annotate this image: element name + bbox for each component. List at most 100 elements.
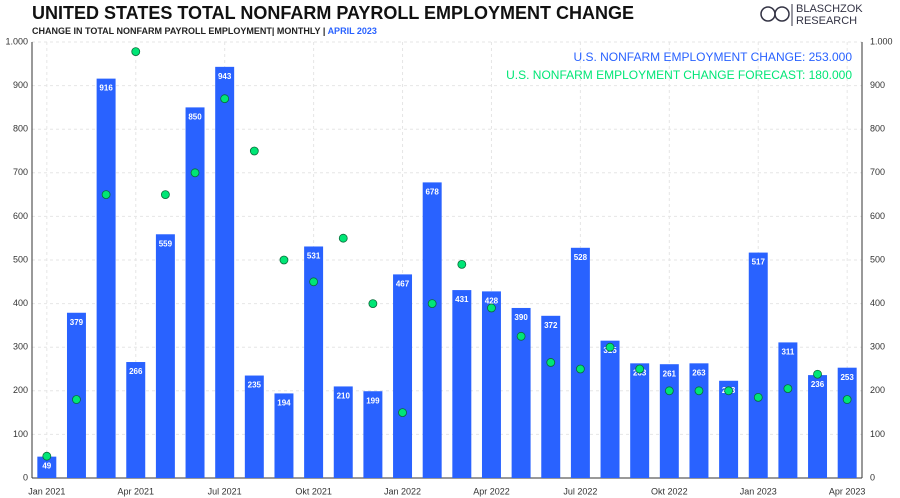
bar [748,252,768,478]
y-tick-label: 1.000 [5,36,28,46]
data-label: 311 [781,348,794,357]
bar [363,391,383,478]
bar [837,367,857,478]
forecast-dot [72,395,81,404]
bar [126,362,146,478]
bar [659,364,679,478]
forecast-dot [635,364,645,374]
data-label: 916 [99,84,113,93]
data-label: 236 [811,380,825,389]
forecast-dot [368,299,378,309]
y2-tick-label: 300 [870,342,885,352]
data-label: 49 [42,462,51,471]
x-tick-label: Jul 2021 [208,486,242,496]
bar [274,393,294,478]
y2-tick-label: 200 [870,385,885,395]
forecast-dot [516,331,526,341]
y-tick-label: 0 [23,472,28,482]
y2-tick-label: 500 [870,254,885,264]
y2-tick-label: 800 [870,124,885,134]
subtitle-text: CHANGE IN TOTAL NONFARM PAYROLL EMPLOYME… [32,26,325,36]
annotation: U.S. NONFARM EMPLOYMENT CHANGE FORECAST:… [506,68,852,82]
bar [541,315,561,478]
bar [393,274,413,478]
data-label: 559 [159,239,173,248]
forecast-dot [783,384,793,394]
x-tick-label: Apr 2022 [473,486,510,496]
forecast-dot [338,233,348,243]
forecast-dot [664,386,674,396]
data-label: 431 [455,295,469,304]
data-label: 235 [248,381,262,390]
data-label: 199 [366,396,380,405]
bar [630,363,650,478]
data-label: 210 [337,392,351,401]
annotation: U.S. NONFARM EMPLOYMENT CHANGE: 253.000 [573,50,852,64]
x-tick-label: Jan 2023 [740,486,777,496]
y2-tick-label: 900 [870,80,885,90]
x-tick-label: Jan 2022 [384,486,421,496]
y-tick-label: 200 [13,385,28,395]
forecast-dot [220,94,230,104]
bar [689,363,709,478]
data-label: 266 [129,367,143,376]
bar [570,247,590,478]
data-label: 261 [663,369,677,378]
logo-text: BLASCHZOK [796,3,863,15]
y-tick-label: 800 [13,124,28,134]
forecast-dot [575,364,585,374]
y-tick-label: 100 [13,429,28,439]
data-label: 467 [396,279,410,288]
bar [452,290,472,478]
bar [185,107,205,479]
chart-title: UNITED STATES TOTAL NONFARM PAYROLL EMPL… [32,3,634,23]
data-label: 943 [218,72,232,81]
y-tick-label: 300 [13,342,28,352]
bar [481,291,501,478]
forecast-dot [605,342,615,352]
data-label: 531 [307,252,321,261]
data-label: 379 [70,318,84,327]
forecast-dot [546,358,556,367]
forecast-dot [457,259,467,269]
forecast-dot [487,303,496,313]
forecast-dot [279,255,289,265]
x-tick-label: Jan 2021 [28,486,65,496]
bar [600,340,620,478]
bar [778,342,798,478]
y2-tick-label: 700 [870,167,885,177]
x-tick-label: Apr 2023 [829,486,866,496]
y2-tick-label: 0 [870,472,875,482]
forecast-dot [101,190,111,200]
subtitle: CHANGE IN TOTAL NONFARM PAYROLL EMPLOYME… [32,26,377,36]
data-label: 850 [188,113,202,122]
y-tick-label: 900 [13,80,28,90]
forecast-dot [694,386,704,396]
y-tick-label: 400 [13,298,28,308]
bar [37,456,57,478]
y2-tick-label: 600 [870,211,885,221]
forecast-dot [131,47,141,56]
data-label: 428 [485,297,499,306]
y2-tick-label: 400 [870,298,885,308]
forecast-dot [813,369,822,379]
data-label: 263 [692,368,706,377]
forecast-dot [42,451,52,461]
data-label: 253 [840,373,854,382]
x-tick-label: Apr 2021 [117,486,154,496]
forecast-dot [398,408,407,418]
forecast-dot [753,392,763,402]
forecast-dot [842,395,852,404]
forecast-dot [249,146,259,156]
x-tick-label: Okt 2022 [651,486,688,496]
forecast-dot [427,299,437,309]
bar [96,78,116,479]
y-tick-label: 700 [13,167,28,177]
x-tick-label: Okt 2021 [295,486,332,496]
bar [155,234,175,478]
forecast-dot [160,190,170,200]
bar [808,375,828,478]
data-label: 390 [514,313,528,322]
x-tick-label: Jul 2022 [563,486,597,496]
